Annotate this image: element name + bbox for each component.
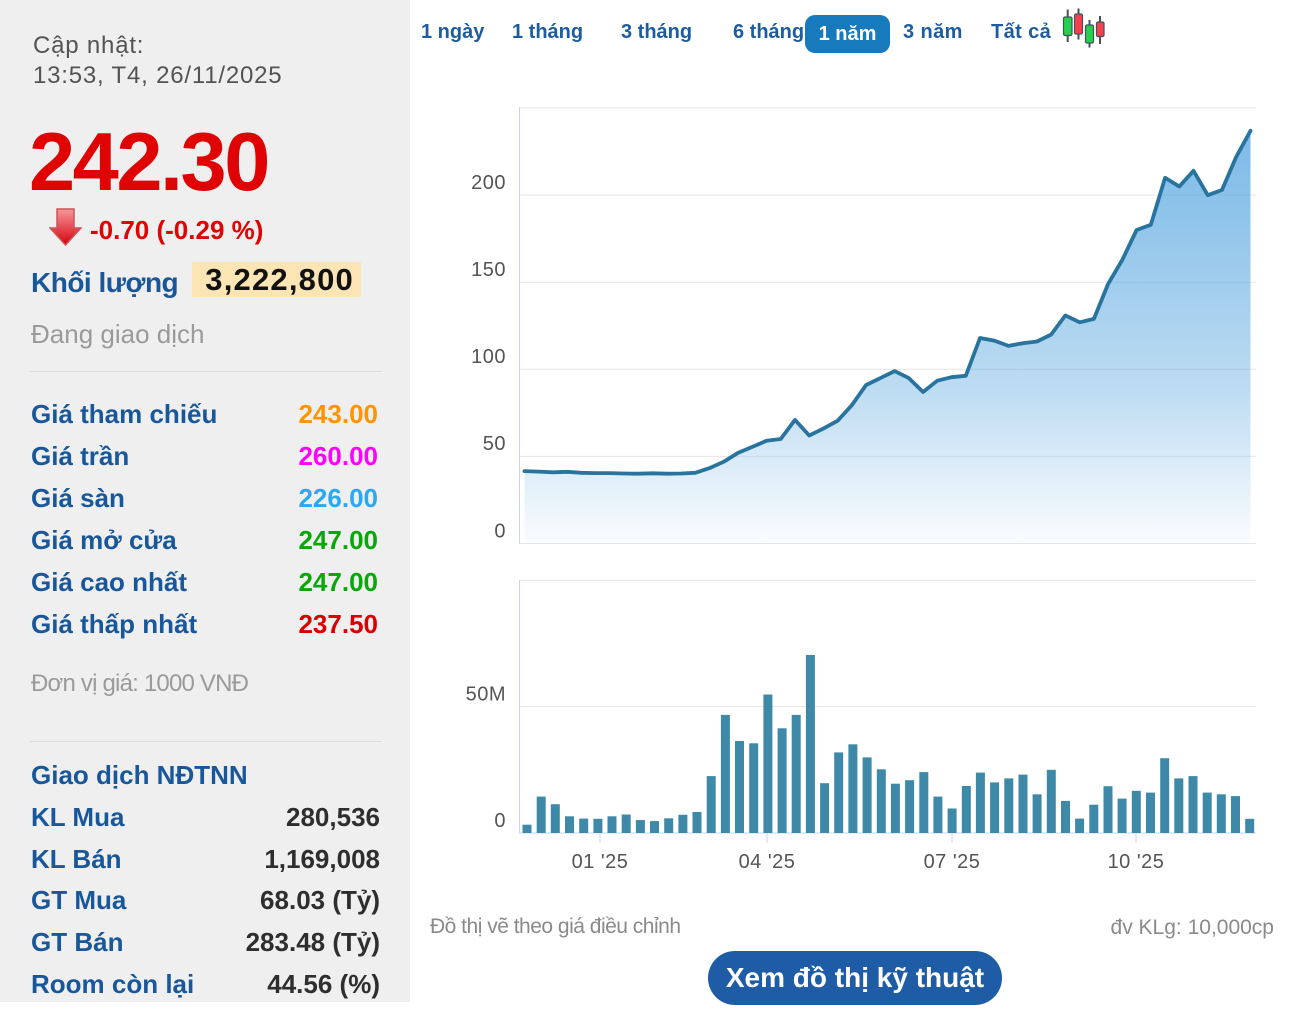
svg-text:01 '25: 01 '25 bbox=[572, 851, 629, 873]
svg-text:0: 0 bbox=[494, 520, 506, 542]
svg-text:50: 50 bbox=[483, 433, 506, 455]
svg-text:07 '25: 07 '25 bbox=[924, 851, 981, 873]
svg-text:150: 150 bbox=[471, 259, 506, 281]
svg-text:200: 200 bbox=[471, 172, 506, 194]
svg-text:04 '25: 04 '25 bbox=[739, 851, 796, 873]
svg-text:100: 100 bbox=[471, 346, 506, 368]
svg-text:50M: 50M bbox=[466, 683, 506, 705]
svg-text:10 '25: 10 '25 bbox=[1108, 851, 1165, 873]
svg-text:0: 0 bbox=[494, 810, 506, 832]
